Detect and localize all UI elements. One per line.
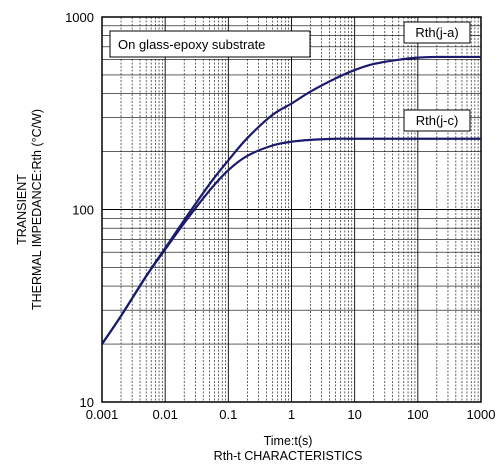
y-tick-label: 10 [80,395,94,410]
series-label-text: Rth(j-c) [416,113,459,128]
series-label-text: Rth(j-a) [415,25,458,40]
chart-title: Rth-t CHARACTERISTICS [214,449,363,463]
series-labels: Rth(j-a) Rth(j-c) [403,21,471,132]
y-axis-label-line2: THERMAL IMPEDANCE:Rth (°C/W) [30,109,44,310]
series-label-0: Rth(j-a) [403,21,471,44]
series-label-1: Rth(j-c) [403,109,471,132]
x-tick-label: 0.001 [86,407,119,422]
tick-labels: 0.001 0.01 0.1 1 10 100 1000 10 100 1000 [65,10,495,422]
y-tick-label: 1000 [65,10,94,25]
grid [101,16,482,403]
series-layer [101,55,481,345]
plot-frame [101,16,482,403]
x-tick-label: 1000 [467,407,496,422]
annotation-text: On glass-epoxy substrate [118,37,265,52]
annotation-box: On glass-epoxy substrate [109,30,311,58]
x-tick-label: 0.01 [153,407,178,422]
x-tick-label: 10 [347,407,361,422]
y-axis-label-line1: TRANSIENT [15,174,29,245]
x-tick-label: 0.1 [219,407,237,422]
x-tick-label: 1 [288,407,295,422]
x-tick-label: 100 [407,407,429,422]
y-tick-label: 100 [72,203,94,218]
x-axis-label: Time:t(s) [264,434,313,448]
series-line-1 [101,137,481,345]
